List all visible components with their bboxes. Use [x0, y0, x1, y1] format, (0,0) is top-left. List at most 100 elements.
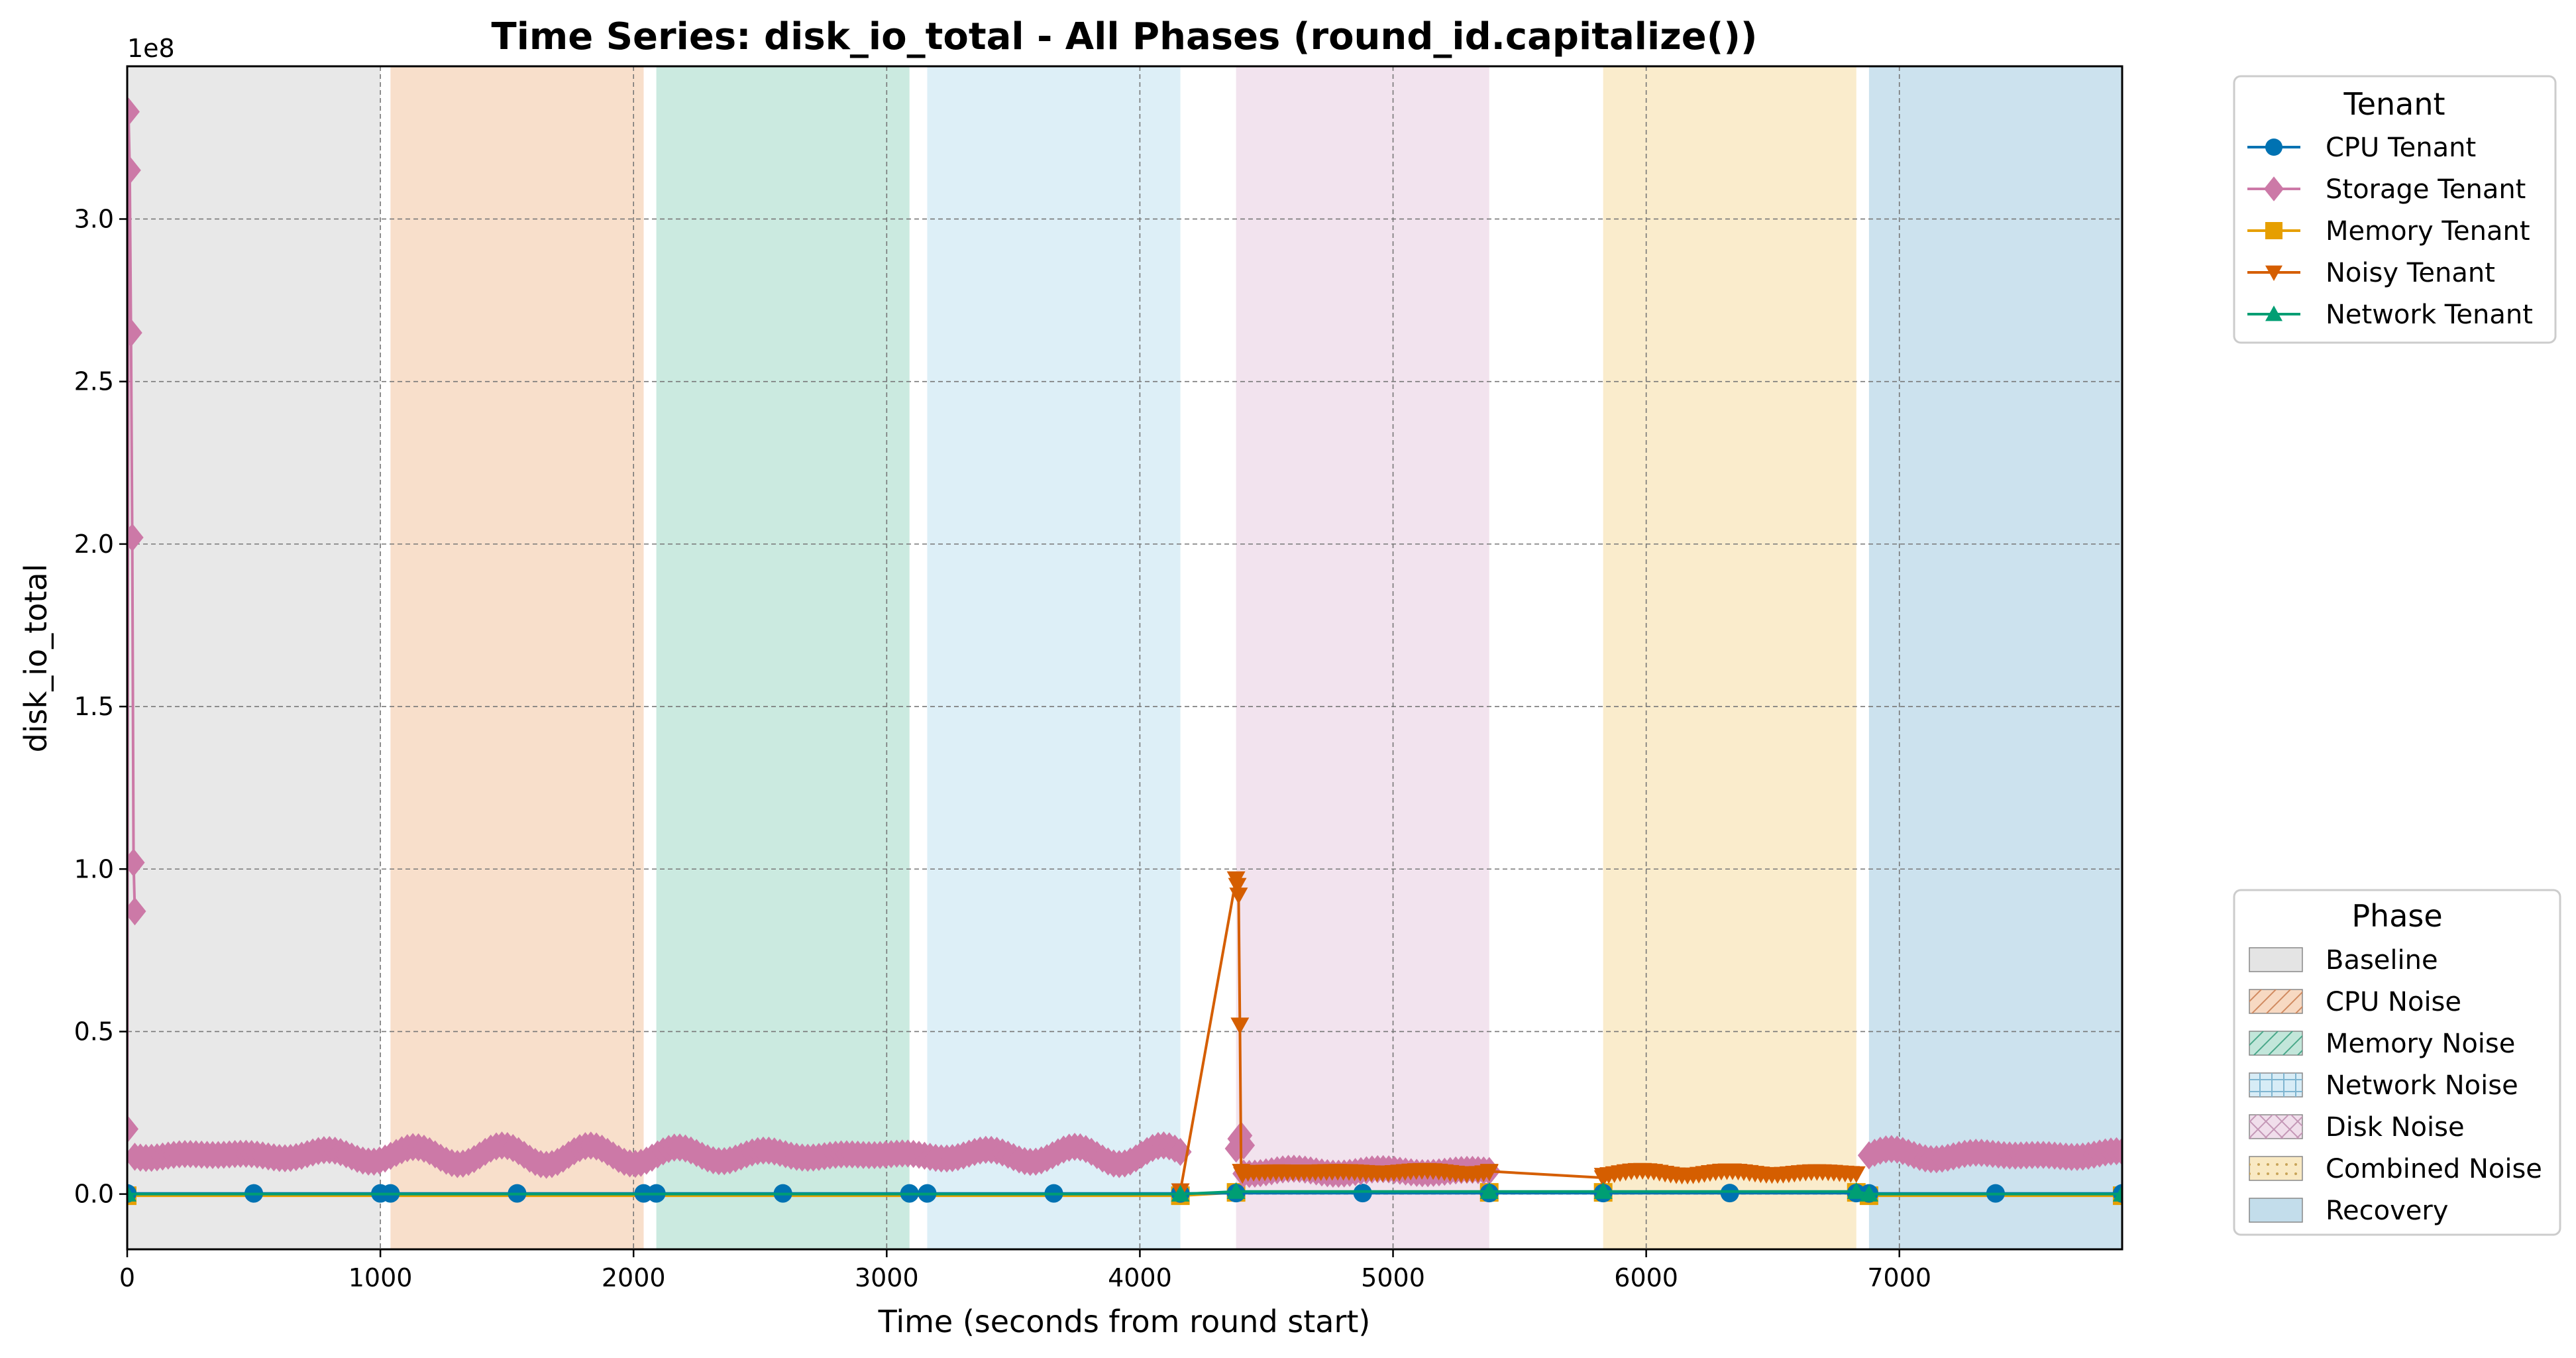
data-point: [1847, 1182, 1866, 1199]
y-tick-label: 0.0: [74, 1180, 114, 1209]
x-tick-label: 3000: [855, 1263, 919, 1292]
legend-label: Memory Tenant: [2326, 216, 2530, 247]
legend-marker: [2264, 176, 2284, 201]
phase-legend-box: [2233, 889, 2561, 1236]
phase-legend-item-baseline: Baseline: [2249, 945, 2438, 976]
data-point: [1479, 1164, 1499, 1181]
x-tick-label: 4000: [1108, 1263, 1172, 1292]
legend-swatch-hatch: [2249, 1073, 2302, 1097]
tenant-legend-box: [2233, 75, 2557, 344]
phase-legend-item-disk-noise: Disk Noise: [2249, 1112, 2465, 1143]
phase-band-recovery: [1868, 66, 2122, 1249]
data-point: [127, 897, 146, 926]
x-axis-label: Time (seconds from round start): [878, 1304, 1371, 1339]
data-point: [1859, 1184, 1878, 1202]
legend-swatch-hatch: [2249, 1157, 2302, 1180]
data-point: [1720, 1184, 1739, 1203]
data-point: [1847, 1166, 1866, 1183]
phase-bands: [127, 66, 2122, 1249]
legend-label: Network Noise: [2326, 1070, 2518, 1101]
x-axis-ticks: 0 1000 2000 3000 4000 5000 6000 7000: [119, 1249, 1931, 1292]
legend-swatch-hatch: [2249, 1115, 2302, 1139]
legend-label: Disk Noise: [2326, 1112, 2465, 1143]
data-point: [1228, 877, 1247, 895]
legend-label: Network Tenant: [2326, 300, 2533, 330]
phase-band-disk-noise: [1236, 66, 1489, 1249]
data-point: [127, 523, 144, 552]
phase-legend-title: Phase: [2351, 898, 2442, 934]
series-layer: [127, 97, 2122, 1206]
legend-label: Recovery: [2326, 1196, 2448, 1226]
phase-legend-item-recovery: Recovery: [2249, 1196, 2448, 1226]
tenant-legend-item-storage-tenant: Storage Tenant: [2247, 174, 2526, 205]
data-point: [127, 97, 140, 126]
data-point: [127, 1115, 138, 1143]
data-point: [1171, 1184, 1190, 1202]
y-tick-label: 0.5: [74, 1017, 114, 1046]
data-point: [1226, 1182, 1246, 1199]
tenant-legend-item-memory-tenant: Memory Tenant: [2247, 216, 2530, 247]
x-tick-label: 5000: [1361, 1263, 1425, 1292]
legend-marker: [2265, 139, 2282, 156]
data-point: [2113, 1184, 2122, 1202]
legend-label: CPU Tenant: [2326, 133, 2476, 163]
data-point: [127, 848, 145, 877]
phase-band-memory-noise: [656, 66, 910, 1249]
tenant-legend-item-noisy-tenant: Noisy Tenant: [2247, 258, 2495, 288]
x-tick-label: 7000: [1867, 1263, 1931, 1292]
legend-label: Combined Noise: [2326, 1154, 2542, 1184]
data-point: [1479, 1182, 1499, 1199]
x-tick-label: 1000: [349, 1263, 413, 1292]
tenant-legend: Tenant CPU Tenant Storage Tenant Memory Te…: [2233, 75, 2557, 344]
y-tick-label: 3.0: [74, 204, 114, 233]
x-tick-label: 6000: [1614, 1263, 1678, 1292]
phase-band-network-noise: [927, 66, 1181, 1249]
phase-legend-item-combined-noise: Combined Noise: [2249, 1154, 2542, 1184]
legend-marker: [2265, 306, 2282, 321]
legend-swatch: [2249, 1198, 2303, 1223]
data-point: [127, 1184, 136, 1202]
y-axis-label: disk_io_total: [18, 564, 54, 753]
series-network-tenant: [127, 1182, 2122, 1202]
data-point: [1353, 1184, 1372, 1203]
phase-band-cpu-noise: [390, 66, 644, 1249]
data-point: [127, 156, 141, 185]
plot-frame: [126, 65, 2123, 1251]
legend-swatch: [2249, 947, 2303, 972]
legend-label: Memory Noise: [2326, 1029, 2515, 1059]
tenant-legend-item-cpu-tenant: CPU Tenant: [2247, 133, 2476, 163]
legend-swatch-hatch: [2249, 1031, 2302, 1055]
data-point: [1230, 1017, 1250, 1035]
y-offset-label: 1e8: [127, 34, 175, 63]
data-point: [2111, 1137, 2122, 1166]
data-point: [1232, 1131, 1256, 1160]
data-point: [1229, 887, 1248, 905]
y-tick-label: 1.5: [74, 692, 114, 721]
y-tick-label: 2.0: [74, 530, 114, 559]
x-tick-label: 2000: [602, 1263, 666, 1292]
y-tick-label: 2.5: [74, 367, 114, 396]
legend-swatch-hatch: [2249, 990, 2302, 1013]
phase-legend-item-network-noise: Network Noise: [2249, 1070, 2518, 1101]
legend-label: Baseline: [2326, 945, 2438, 976]
legend-marker: [2265, 222, 2282, 239]
legend-marker: [2265, 265, 2282, 281]
chart-title: Time Series: disk_io_total - All Phases …: [492, 15, 1758, 58]
y-axis-ticks: 0.0 0.5 1.0 1.5 2.0 2.5 3.0: [74, 204, 127, 1209]
data-point: [127, 318, 142, 347]
y-tick-label: 1.0: [74, 854, 114, 883]
tenant-legend-title: Tenant: [2343, 86, 2445, 122]
phase-legend-item-cpu-noise: CPU Noise: [2249, 987, 2461, 1017]
tenant-legend-item-network-tenant: Network Tenant: [2247, 300, 2533, 330]
series-noisy-tenant: [1171, 871, 1866, 1200]
phase-legend: Phase Baseline CPU Noise Memory Noise Netwo…: [2233, 889, 2561, 1236]
phase-legend-item-memory-noise: Memory Noise: [2249, 1029, 2515, 1059]
series-line: [1489, 1170, 1603, 1180]
data-point: [1593, 1182, 1613, 1199]
x-tick-label: 0: [119, 1263, 135, 1292]
phase-band-baseline: [127, 66, 381, 1249]
phase-band-combined-noise: [1603, 66, 1856, 1249]
legend-label: Storage Tenant: [2326, 174, 2526, 205]
legend-label: Noisy Tenant: [2326, 258, 2495, 288]
